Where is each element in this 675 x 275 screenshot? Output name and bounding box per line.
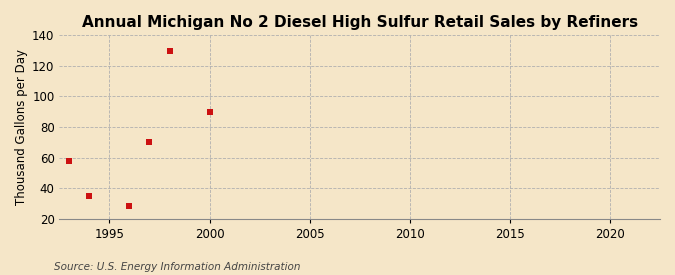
Point <box>84 194 95 198</box>
Point <box>164 48 175 53</box>
Point <box>144 140 155 144</box>
Y-axis label: Thousand Gallons per Day: Thousand Gallons per Day <box>15 49 28 205</box>
Point <box>204 109 215 114</box>
Point <box>64 158 75 163</box>
Text: Source: U.S. Energy Information Administration: Source: U.S. Energy Information Administ… <box>54 262 300 272</box>
Title: Annual Michigan No 2 Diesel High Sulfur Retail Sales by Refiners: Annual Michigan No 2 Diesel High Sulfur … <box>82 15 638 30</box>
Point <box>124 204 135 209</box>
